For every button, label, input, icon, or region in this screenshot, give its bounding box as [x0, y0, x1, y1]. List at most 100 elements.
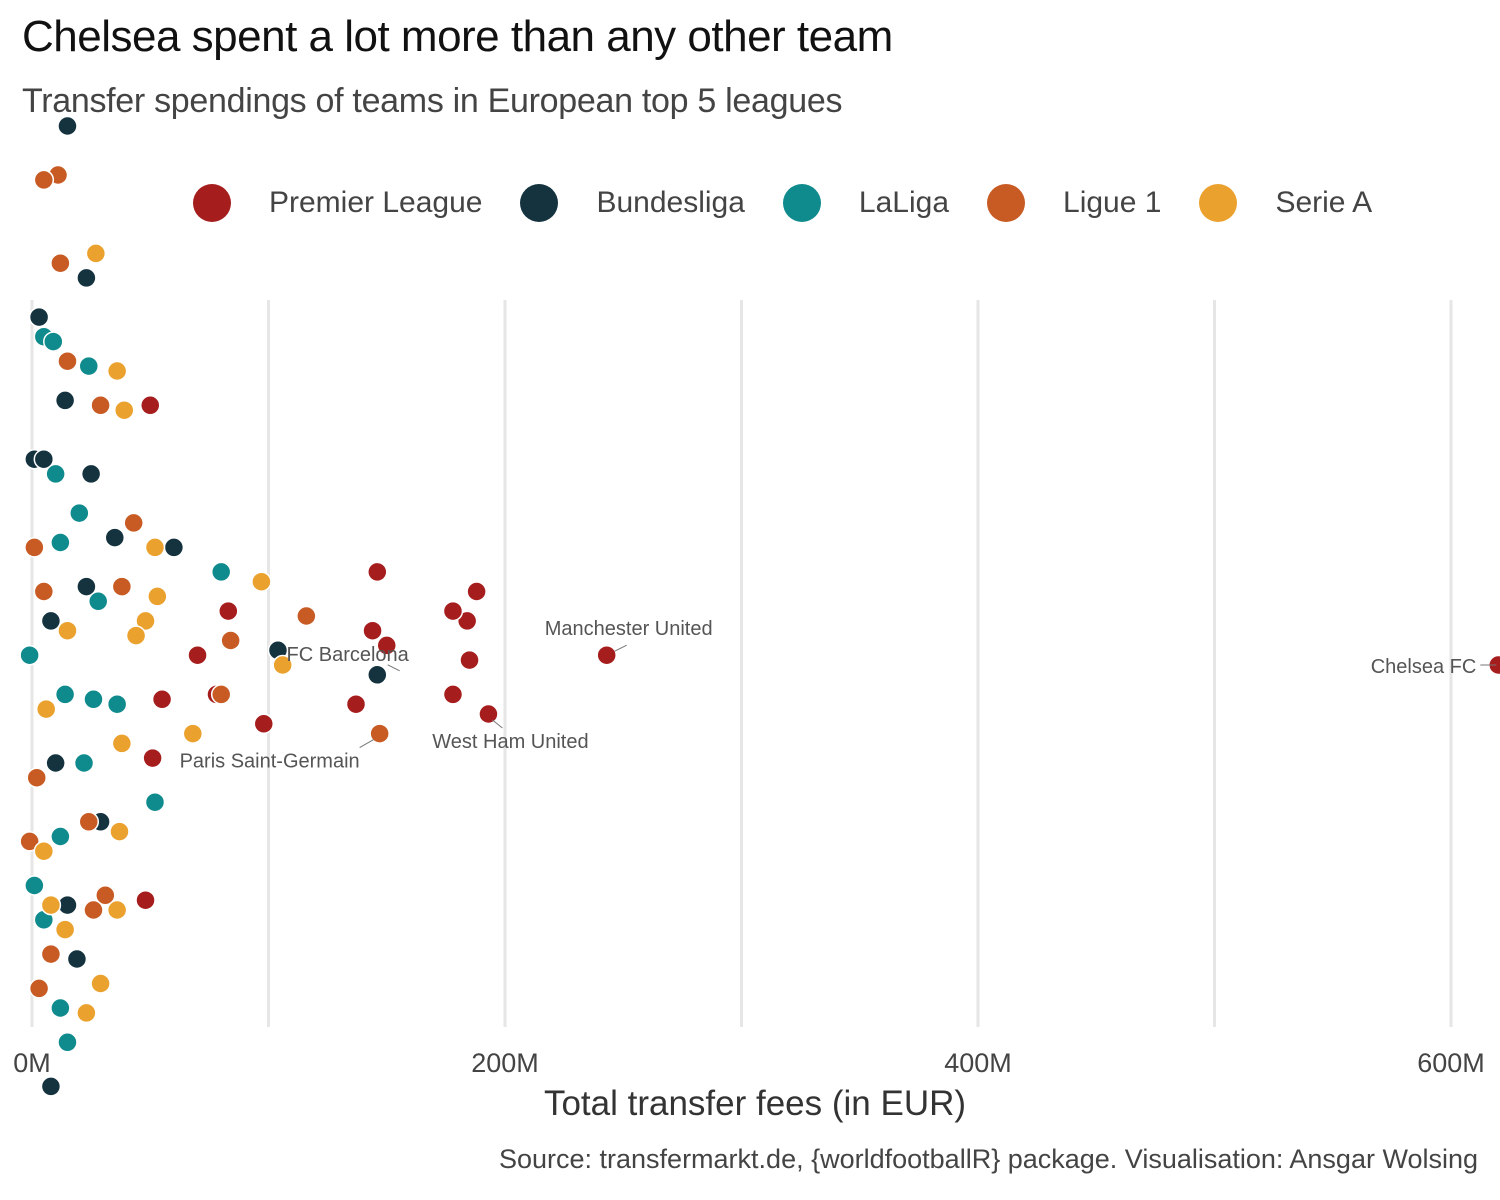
data-point [210, 561, 232, 583]
data-point [111, 733, 133, 754]
data-point [104, 527, 126, 548]
annotation-leader [359, 739, 374, 749]
data-point [111, 576, 133, 597]
legend-swatch [193, 184, 231, 222]
data-point [24, 537, 45, 558]
data-point [135, 610, 156, 632]
data-point [26, 767, 47, 788]
legend: Premier League Bundesliga LaLiga Ligue 1 Ser… [193, 180, 1410, 226]
data-point [33, 840, 55, 862]
data-point [251, 571, 272, 592]
data-point [57, 115, 78, 137]
data-point [28, 978, 50, 999]
data-point [253, 713, 275, 735]
legend-swatch [782, 184, 821, 222]
data-point [76, 267, 97, 289]
legend-swatch [520, 184, 559, 222]
chart-subtitle: Transfer spendings of teams in European … [22, 82, 843, 120]
data-point [106, 899, 128, 921]
annotation-leader [387, 664, 400, 672]
annotation-leader [492, 719, 503, 729]
data-point [40, 943, 62, 965]
legend-item: LaLiga [782, 184, 950, 222]
data-point [182, 723, 204, 744]
data-point [73, 752, 95, 774]
data-point [147, 586, 168, 607]
data-point [218, 600, 239, 622]
data-point [45, 463, 66, 485]
data-point [69, 502, 90, 524]
data-point [142, 747, 163, 769]
data-point [50, 252, 71, 274]
data-point [362, 620, 383, 641]
gridlines [30, 300, 1453, 1027]
data-point [210, 684, 232, 705]
data-point [50, 532, 71, 553]
data-point [83, 899, 104, 921]
data-point [220, 630, 241, 651]
x-tick-label: 400M [944, 1048, 1012, 1078]
data-point [66, 948, 88, 970]
data-point [456, 610, 478, 632]
data-point [33, 581, 55, 602]
legend-item: Premier League [193, 184, 482, 222]
data-point [28, 306, 50, 328]
data-point [367, 664, 388, 686]
data-points [19, 115, 1500, 1097]
data-point [187, 644, 208, 666]
data-point [33, 169, 55, 191]
legend-label: Premier League [269, 186, 483, 219]
data-point [85, 243, 107, 264]
data-point [109, 821, 130, 842]
data-point [40, 894, 62, 916]
data-point [45, 752, 66, 774]
legend-label: LaLiga [858, 186, 950, 219]
annotation-label: Paris Saint-Germain [180, 751, 360, 773]
data-point [95, 885, 116, 906]
data-point [163, 537, 185, 558]
x-axis-label: Total transfer fees (in EUR) [543, 1084, 967, 1123]
legend-swatch [987, 184, 1026, 222]
data-point [367, 561, 388, 583]
annotation-label: Chelsea FC [1371, 656, 1477, 678]
x-axis-ticks: 0M 200M 400M 600M [13, 1048, 1485, 1078]
data-point [459, 649, 480, 671]
data-point [54, 684, 76, 705]
data-point [76, 576, 97, 597]
data-point [106, 360, 128, 382]
data-point [113, 399, 135, 421]
data-point [19, 831, 40, 852]
data-point [50, 997, 71, 1019]
caption: Source: transfermarkt.de, {worldfootball… [498, 1144, 1478, 1174]
chart-title: Chelsea spent a lot more than any other … [22, 12, 893, 61]
data-point [83, 689, 104, 710]
data-point [345, 693, 367, 715]
data-point [144, 537, 166, 558]
data-point [376, 635, 397, 656]
data-point [40, 610, 62, 632]
data-point [123, 512, 144, 534]
data-point [78, 355, 100, 377]
data-point [272, 654, 293, 676]
data-point [90, 973, 111, 994]
x-tick-label: 200M [471, 1048, 539, 1078]
data-point [90, 395, 111, 416]
data-point [140, 395, 161, 416]
data-point [43, 331, 64, 352]
legend-label: Ligue 1 [1063, 186, 1162, 219]
legend-label: Bundesliga [596, 186, 745, 219]
data-point [57, 620, 78, 641]
legend-swatch [1199, 184, 1238, 222]
data-point [442, 684, 464, 705]
annotation-label: Manchester United [545, 618, 713, 640]
legend-item: Ligue 1 [987, 184, 1161, 222]
annotation-leader [614, 644, 627, 652]
x-tick-label: 600M [1417, 1048, 1485, 1078]
data-point [87, 591, 109, 612]
data-point [442, 600, 464, 622]
annotation-label: FC Barcelona [287, 644, 410, 666]
data-point [144, 791, 166, 813]
data-point [369, 723, 390, 744]
data-point [151, 689, 173, 710]
data-point [40, 1076, 62, 1097]
